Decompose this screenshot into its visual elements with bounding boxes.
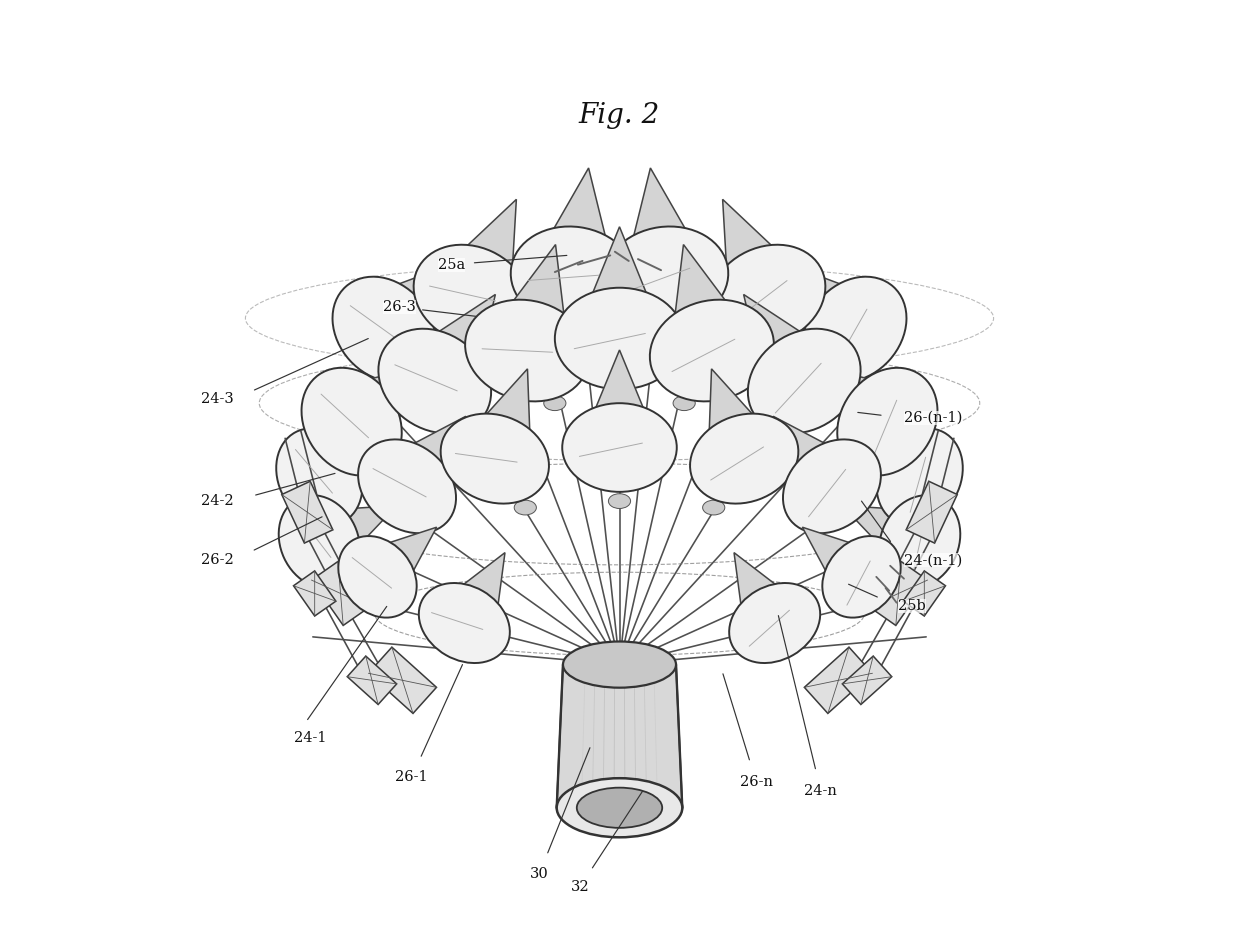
Polygon shape xyxy=(458,369,532,472)
Ellipse shape xyxy=(703,500,725,515)
Ellipse shape xyxy=(804,277,907,382)
Polygon shape xyxy=(281,481,333,543)
Ellipse shape xyxy=(338,536,416,618)
Polygon shape xyxy=(773,417,861,511)
Ellipse shape xyxy=(748,329,861,433)
Polygon shape xyxy=(311,561,369,625)
Ellipse shape xyxy=(556,778,683,837)
Ellipse shape xyxy=(823,536,901,618)
Polygon shape xyxy=(669,244,755,362)
Ellipse shape xyxy=(358,439,456,533)
Ellipse shape xyxy=(709,245,825,346)
Polygon shape xyxy=(803,528,881,600)
Ellipse shape xyxy=(673,396,695,411)
Text: 26-(n-1): 26-(n-1) xyxy=(904,411,963,425)
Text: 26-1: 26-1 xyxy=(395,770,427,784)
Polygon shape xyxy=(400,295,496,405)
Ellipse shape xyxy=(555,288,684,390)
Text: 24-(n-1): 24-(n-1) xyxy=(904,554,963,568)
Polygon shape xyxy=(903,571,945,616)
Ellipse shape xyxy=(477,336,499,351)
Polygon shape xyxy=(707,369,781,472)
Ellipse shape xyxy=(752,423,773,438)
Polygon shape xyxy=(347,656,396,705)
Text: 32: 32 xyxy=(570,880,589,894)
Polygon shape xyxy=(722,199,805,313)
Ellipse shape xyxy=(730,583,820,663)
Polygon shape xyxy=(841,435,937,509)
Polygon shape xyxy=(368,647,436,713)
Text: 26-2: 26-2 xyxy=(201,554,233,568)
Ellipse shape xyxy=(378,329,491,433)
Polygon shape xyxy=(484,244,570,362)
Polygon shape xyxy=(804,363,911,455)
Ellipse shape xyxy=(301,368,401,475)
Polygon shape xyxy=(328,363,435,455)
Ellipse shape xyxy=(608,494,631,509)
Polygon shape xyxy=(580,350,659,447)
Polygon shape xyxy=(574,226,665,338)
Polygon shape xyxy=(622,168,709,282)
Ellipse shape xyxy=(563,404,676,492)
Text: Fig. 2: Fig. 2 xyxy=(579,102,660,129)
Polygon shape xyxy=(733,553,804,640)
Text: 24-1: 24-1 xyxy=(295,732,327,746)
Ellipse shape xyxy=(414,245,530,346)
Text: 24-3: 24-3 xyxy=(201,392,233,406)
Ellipse shape xyxy=(838,368,938,475)
Ellipse shape xyxy=(332,277,435,382)
Ellipse shape xyxy=(649,300,774,402)
Polygon shape xyxy=(906,481,958,543)
Ellipse shape xyxy=(276,429,362,526)
Polygon shape xyxy=(434,199,517,313)
Ellipse shape xyxy=(877,429,963,526)
Polygon shape xyxy=(294,571,336,616)
Ellipse shape xyxy=(466,423,487,438)
Text: 24-n: 24-n xyxy=(804,784,838,798)
Ellipse shape xyxy=(576,322,598,336)
Ellipse shape xyxy=(544,396,566,411)
Ellipse shape xyxy=(608,390,631,404)
Polygon shape xyxy=(556,665,683,808)
Ellipse shape xyxy=(465,300,590,402)
Polygon shape xyxy=(870,561,928,625)
Ellipse shape xyxy=(563,641,676,688)
Ellipse shape xyxy=(690,414,798,503)
Polygon shape xyxy=(357,261,460,359)
Polygon shape xyxy=(804,647,872,713)
Polygon shape xyxy=(435,553,506,640)
Ellipse shape xyxy=(510,226,636,327)
Text: 30: 30 xyxy=(530,868,549,882)
Ellipse shape xyxy=(880,495,960,588)
Ellipse shape xyxy=(441,414,549,503)
Polygon shape xyxy=(358,528,436,600)
Ellipse shape xyxy=(783,439,881,533)
Ellipse shape xyxy=(514,500,536,515)
Text: 24-2: 24-2 xyxy=(201,494,233,508)
Polygon shape xyxy=(743,295,839,405)
Ellipse shape xyxy=(577,788,662,828)
Ellipse shape xyxy=(279,495,359,588)
Ellipse shape xyxy=(641,322,663,336)
Polygon shape xyxy=(305,506,396,572)
Ellipse shape xyxy=(419,583,509,663)
Polygon shape xyxy=(843,506,934,572)
Polygon shape xyxy=(530,168,617,282)
Text: 25a: 25a xyxy=(437,257,465,271)
Polygon shape xyxy=(779,261,882,359)
Ellipse shape xyxy=(603,226,729,327)
Ellipse shape xyxy=(740,336,762,351)
Text: 25b: 25b xyxy=(898,599,927,613)
Polygon shape xyxy=(378,417,466,511)
Polygon shape xyxy=(302,435,398,509)
Text: 26-3: 26-3 xyxy=(383,300,416,314)
Polygon shape xyxy=(843,656,892,705)
Text: 26-n: 26-n xyxy=(740,774,773,788)
